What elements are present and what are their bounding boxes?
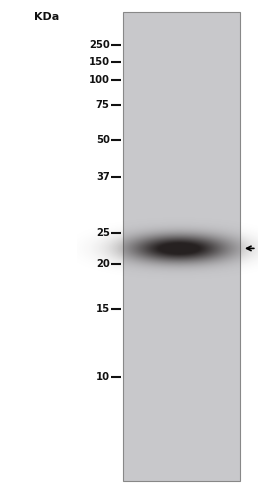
Text: 20: 20 [96,259,110,268]
Text: 37: 37 [96,172,110,182]
Text: KDa: KDa [34,12,59,22]
Text: 100: 100 [89,75,110,85]
Text: 150: 150 [89,58,110,67]
Text: 250: 250 [89,40,110,50]
Bar [123,12,240,481]
Text: 25: 25 [96,228,110,238]
Text: 10: 10 [96,372,110,382]
Text: 50: 50 [96,135,110,144]
Text: 15: 15 [95,305,110,314]
Text: 75: 75 [96,101,110,110]
